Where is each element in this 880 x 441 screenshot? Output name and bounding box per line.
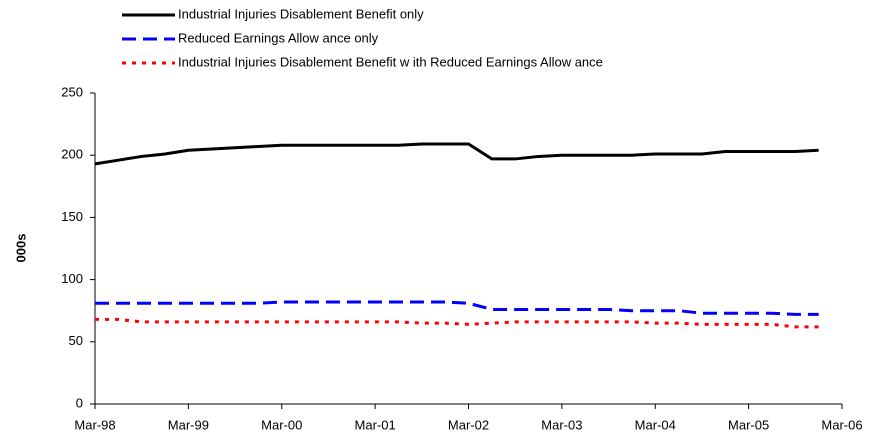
series-line: [95, 300, 819, 316]
x-tick-label: Mar-02: [448, 417, 489, 432]
legend-label: Reduced Earnings Allow ance only: [178, 30, 379, 45]
y-tick-label: 250: [61, 84, 83, 99]
x-tick-label: Mar-05: [728, 417, 769, 432]
x-tick-label: Mar-04: [635, 417, 676, 432]
x-tick-label: Mar-99: [168, 417, 209, 432]
x-tick-label: Mar-00: [261, 417, 302, 432]
x-tick-label: Mar-03: [541, 417, 582, 432]
legend-label: Industrial Injuries Disablement Benefit …: [178, 54, 603, 69]
legend-label: Industrial Injuries Disablement Benefit …: [178, 6, 424, 21]
x-tick-label: Mar-98: [74, 417, 115, 432]
series-line: [95, 317, 819, 329]
x-tick-label: Mar-06: [821, 417, 862, 432]
series-line: [94, 142, 819, 166]
y-tick-label: 150: [61, 209, 83, 224]
y-tick-label: 50: [69, 333, 83, 348]
y-tick-label: 0: [76, 395, 83, 410]
y-axis-label: 000s: [13, 234, 28, 263]
x-tick-label: Mar-01: [355, 417, 396, 432]
y-tick-label: 100: [61, 271, 83, 286]
y-tick-label: 200: [61, 147, 83, 162]
